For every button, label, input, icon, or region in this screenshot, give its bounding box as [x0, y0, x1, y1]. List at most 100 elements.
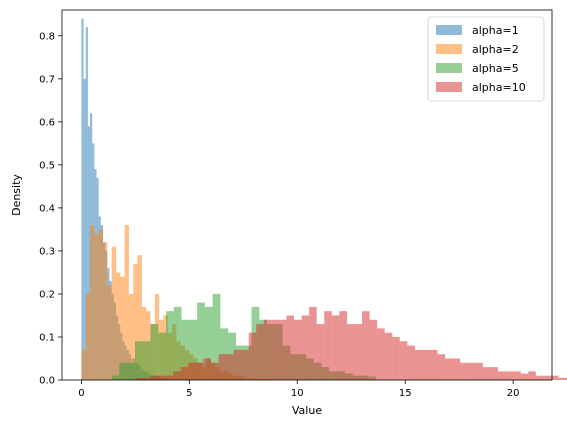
- histogram-bar: [430, 349, 438, 380]
- histogram-bar: [256, 324, 264, 380]
- y-tick-label: 0.6: [39, 117, 55, 128]
- histogram-bar: [241, 349, 249, 380]
- histogram-bar: [324, 311, 332, 380]
- legend-swatch: [436, 25, 462, 35]
- y-tick-label: 0.8: [39, 31, 55, 42]
- legend-box: [427, 16, 545, 102]
- histogram-bar: [278, 319, 287, 380]
- histogram-bar: [475, 362, 483, 380]
- histogram-bar: [316, 324, 325, 380]
- histogram-bar: [173, 306, 182, 380]
- legend-label: alpha=10: [472, 81, 526, 94]
- histogram-bar: [81, 349, 86, 380]
- histogram-bar: [158, 332, 167, 380]
- histogram-bar: [107, 285, 112, 380]
- histogram-bar: [203, 358, 211, 380]
- histogram-bar: [133, 263, 138, 380]
- histogram-bar: [437, 354, 446, 380]
- histogram-bar: [467, 362, 476, 380]
- histogram-bar: [543, 375, 551, 380]
- legend-label: alpha=1: [472, 24, 519, 37]
- histogram-bar: [422, 349, 431, 380]
- histogram-bar: [166, 311, 174, 380]
- series-4-bars: [135, 306, 567, 380]
- histogram-bars: [81, 18, 567, 381]
- y-tick-label: 0.1: [39, 332, 55, 343]
- histogram-bar: [94, 233, 99, 380]
- histogram-bar: [127, 362, 135, 380]
- histogram-bar: [248, 332, 257, 380]
- histogram-bar: [142, 341, 151, 380]
- histogram-bar: [158, 375, 166, 380]
- y-tick-label: 0.2: [39, 289, 55, 300]
- histogram-bar: [204, 306, 213, 380]
- y-tick-label: 0.4: [39, 203, 55, 214]
- histogram-bar: [550, 375, 559, 380]
- legend-swatch: [436, 63, 462, 73]
- histogram-bar: [513, 371, 521, 380]
- histogram-bar: [309, 306, 317, 380]
- legend-swatch: [436, 82, 462, 92]
- histogram-bar: [294, 319, 302, 380]
- histogram-bar: [115, 272, 121, 380]
- histogram-bar: [83, 78, 86, 380]
- y-tick-label: 0.5: [39, 160, 55, 171]
- histogram-bar: [445, 358, 453, 380]
- histogram-bar: [119, 362, 128, 380]
- x-tick-label: 5: [186, 388, 192, 399]
- y-axis-label: Density: [10, 174, 23, 216]
- histogram-bar: [354, 324, 363, 380]
- histogram-bar: [189, 319, 198, 380]
- x-axis-label: Value: [292, 404, 322, 417]
- histogram-bar: [165, 375, 174, 380]
- histogram-bar: [528, 371, 536, 380]
- histogram-bar: [399, 341, 408, 380]
- histogram-bar: [137, 255, 142, 380]
- histogram-bar: [369, 319, 378, 380]
- histogram-bar: [498, 371, 506, 380]
- histogram-bar: [362, 311, 370, 380]
- x-tick-label: 10: [291, 388, 304, 399]
- x-tick-label: 0: [78, 388, 84, 399]
- histogram-bar: [135, 377, 143, 380]
- legend-label: alpha=5: [472, 62, 519, 75]
- histogram-bar: [181, 319, 190, 380]
- histogram-bar: [128, 293, 134, 380]
- histogram-bar: [212, 293, 221, 380]
- histogram-bar: [490, 367, 499, 380]
- histogram-bar: [384, 332, 393, 380]
- histogram-bar: [301, 315, 310, 380]
- x-tick-label: 15: [399, 388, 412, 399]
- histogram-bar: [87, 126, 91, 381]
- histogram-bar: [452, 358, 461, 380]
- y-tick-label: 0.7: [39, 74, 55, 85]
- histogram-bar: [195, 362, 204, 380]
- histogram-bar: [460, 362, 468, 380]
- histogram-bar: [85, 27, 88, 381]
- histogram-bar: [111, 375, 120, 380]
- histogram-bar: [339, 311, 347, 380]
- legend-swatch: [436, 44, 462, 54]
- histogram-bar: [197, 302, 205, 380]
- histogram-bar: [90, 225, 95, 380]
- x-tick-label: 20: [507, 388, 520, 399]
- histogram-bar: [331, 315, 340, 380]
- histogram-bar: [173, 371, 181, 380]
- histogram-bar: [150, 375, 159, 380]
- histogram-bar: [233, 349, 242, 380]
- histogram-bar: [180, 367, 189, 380]
- histogram-bar: [377, 328, 385, 380]
- histogram-bar: [124, 225, 129, 380]
- histogram-bar: [85, 293, 91, 380]
- histogram-bar: [505, 371, 514, 380]
- axes-frame: [61, 9, 553, 381]
- histogram-bar: [226, 354, 234, 380]
- histogram-bar: [134, 341, 143, 380]
- histogram-bar: [271, 319, 279, 380]
- histogram-bar: [188, 362, 196, 380]
- legend-label: alpha=2: [472, 43, 519, 56]
- histogram-bar: [482, 367, 491, 380]
- histogram-bar: [81, 18, 84, 381]
- y-tick-label: 0.3: [39, 246, 55, 257]
